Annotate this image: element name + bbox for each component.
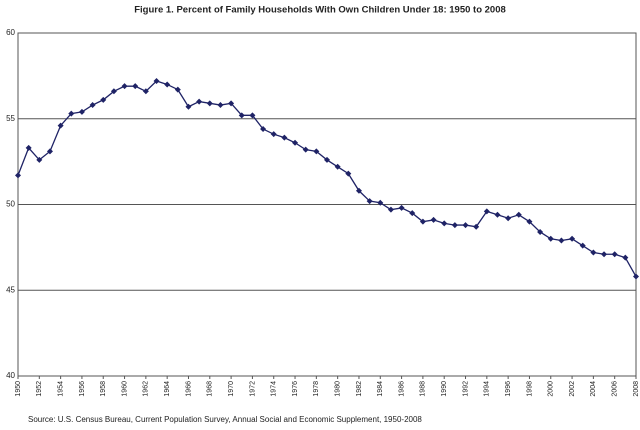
data-point <box>313 148 320 155</box>
data-point <box>228 100 235 107</box>
data-point <box>473 223 480 230</box>
data-point <box>569 235 576 242</box>
x-tick-label: 1992 <box>462 381 469 397</box>
data-point <box>558 237 565 244</box>
data-point <box>121 83 128 90</box>
data-point <box>494 211 501 218</box>
source-note: Source: U.S. Census Bureau, Current Popu… <box>28 415 422 424</box>
data-point <box>355 187 362 194</box>
data-point <box>366 198 373 205</box>
data-point <box>57 122 64 129</box>
data-line <box>17 80 637 277</box>
x-tick-label: 1980 <box>334 381 341 397</box>
data-point <box>164 81 171 88</box>
x-tick-label: 1986 <box>398 381 405 397</box>
x-tick-label: 1990 <box>441 381 448 397</box>
data-point <box>206 100 213 107</box>
data-point <box>526 218 533 225</box>
x-tick-label: 1954 <box>57 381 64 397</box>
x-tick-label: 2006 <box>612 381 619 397</box>
data-point <box>547 235 554 242</box>
x-tick-label: 1994 <box>484 381 491 397</box>
data-point <box>68 110 75 117</box>
data-point <box>590 249 597 256</box>
data-point <box>25 144 32 151</box>
y-tick-label: 50 <box>6 200 15 209</box>
y-tick-label: 45 <box>6 285 15 294</box>
data-point <box>270 131 277 138</box>
data-point <box>281 134 288 141</box>
data-point <box>601 251 608 258</box>
data-point <box>633 273 639 280</box>
x-tick-label: 2000 <box>548 381 555 397</box>
data-point <box>153 78 160 85</box>
data-point <box>174 86 181 93</box>
x-tick-label: 1998 <box>526 381 533 397</box>
x-tick-label: 1968 <box>207 381 214 397</box>
x-tick-label: 1988 <box>420 381 427 397</box>
data-point <box>579 242 586 249</box>
x-tick-label: 1976 <box>292 381 299 397</box>
y-tick-label: 40 <box>6 371 15 380</box>
data-point <box>334 163 341 170</box>
data-point <box>483 208 490 215</box>
x-tick-label: 1952 <box>36 381 43 397</box>
data-point <box>110 88 117 95</box>
x-tick-label: 1982 <box>356 381 363 397</box>
data-point <box>377 199 384 206</box>
x-tick-label: 2008 <box>633 381 640 397</box>
data-point <box>196 98 203 105</box>
data-point <box>515 211 522 218</box>
x-tick-label: 2002 <box>569 381 576 397</box>
chart-title: Figure 1. Percent of Family Households W… <box>134 5 506 16</box>
data-point <box>537 228 544 235</box>
data-point <box>142 88 149 95</box>
x-tick-label: 1996 <box>505 381 512 397</box>
x-tick-label: 1972 <box>249 381 256 397</box>
x-tick-label: 1950 <box>15 381 22 397</box>
data-point <box>462 222 469 229</box>
data-point <box>398 204 405 211</box>
data-point <box>185 103 192 110</box>
data-point <box>217 102 224 109</box>
x-tick-label: 1970 <box>228 381 235 397</box>
x-tick-label: 1960 <box>121 381 128 397</box>
y-tick-label: 60 <box>6 28 15 37</box>
x-tick-label: 1978 <box>313 381 320 397</box>
data-point <box>100 96 107 103</box>
y-tick-label: 55 <box>6 114 15 123</box>
data-point <box>430 216 437 223</box>
x-tick-label: 1966 <box>185 381 192 397</box>
data-point <box>46 148 53 155</box>
data-point <box>611 251 618 258</box>
data-point <box>36 156 43 163</box>
x-tick-label: 1984 <box>377 381 384 397</box>
data-point <box>89 102 96 109</box>
data-point <box>419 218 426 225</box>
data-point <box>15 172 21 179</box>
data-point <box>238 112 245 119</box>
data-point <box>622 254 629 261</box>
data-point <box>387 206 394 213</box>
data-point <box>324 156 330 163</box>
x-tick-label: 1958 <box>100 381 107 397</box>
data-point <box>249 112 256 119</box>
data-point <box>292 139 299 146</box>
x-tick-label: 1974 <box>271 381 278 397</box>
data-point <box>260 126 267 133</box>
x-tick-label: 1964 <box>164 381 171 397</box>
data-point <box>505 215 512 222</box>
data-point <box>409 210 416 217</box>
x-tick-label: 1956 <box>79 381 86 397</box>
data-point <box>451 222 458 229</box>
data-point <box>132 83 139 90</box>
data-point <box>345 170 352 177</box>
data-point <box>441 220 448 227</box>
x-tick-label: 2004 <box>590 381 597 397</box>
data-point <box>78 108 85 115</box>
data-point <box>302 146 309 153</box>
x-tick-label: 1962 <box>143 381 150 397</box>
